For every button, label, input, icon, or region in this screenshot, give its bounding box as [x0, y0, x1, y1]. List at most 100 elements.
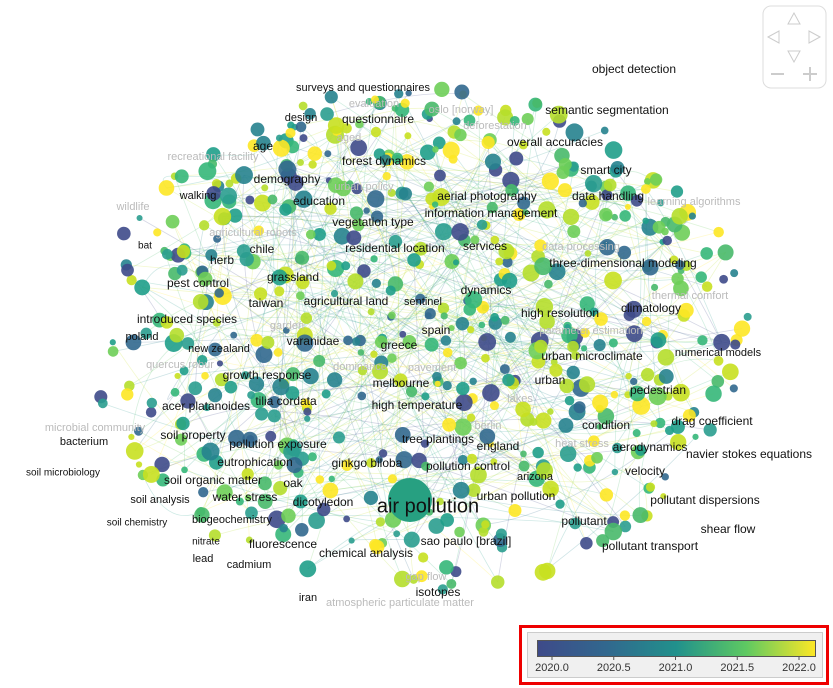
node — [375, 456, 383, 464]
node — [348, 537, 355, 544]
node — [393, 373, 408, 388]
node — [599, 207, 613, 222]
node — [596, 423, 603, 430]
node — [439, 560, 454, 575]
zoom-in[interactable] — [803, 67, 817, 81]
node-label: evaluation — [349, 98, 399, 110]
node — [321, 389, 331, 399]
node — [388, 234, 403, 249]
node — [567, 340, 579, 353]
pan-down[interactable] — [787, 50, 801, 64]
node — [697, 335, 708, 346]
pan-right[interactable] — [808, 30, 822, 44]
node — [455, 394, 473, 412]
node-label: chile — [250, 242, 275, 256]
node — [733, 320, 751, 337]
node — [692, 433, 699, 440]
node — [501, 272, 518, 289]
edge — [287, 423, 654, 447]
node — [214, 288, 224, 298]
edge — [586, 252, 726, 385]
node — [434, 169, 446, 182]
node — [743, 312, 752, 321]
node — [281, 508, 296, 524]
node — [469, 377, 477, 386]
node — [265, 430, 277, 442]
edge — [430, 313, 509, 381]
node — [682, 409, 696, 423]
node — [515, 401, 531, 418]
edge — [394, 108, 496, 324]
node — [442, 141, 460, 159]
node — [481, 353, 490, 363]
node — [452, 117, 461, 126]
node-label: spain — [422, 323, 451, 337]
node — [250, 333, 264, 347]
node — [520, 450, 527, 458]
node — [432, 371, 442, 382]
edge — [211, 130, 605, 256]
node — [256, 135, 271, 151]
navigation-control[interactable] — [762, 5, 827, 89]
node — [363, 490, 379, 505]
node — [341, 261, 351, 271]
edge — [602, 188, 647, 541]
edge — [141, 287, 452, 585]
node — [580, 345, 588, 352]
edge — [516, 158, 626, 217]
node — [719, 274, 729, 284]
node-label: questionnaire — [342, 112, 414, 126]
edge — [542, 436, 696, 573]
node — [330, 289, 339, 298]
node-label: pedestrian — [630, 383, 686, 397]
node-label: surveys and questionnaires — [296, 82, 430, 94]
node — [505, 331, 516, 343]
node — [275, 134, 283, 142]
node — [254, 194, 271, 212]
node — [245, 195, 255, 205]
edge — [319, 161, 494, 480]
node — [357, 365, 368, 376]
edge — [246, 166, 574, 260]
node — [175, 433, 188, 446]
node — [107, 346, 119, 357]
node — [608, 338, 618, 348]
node — [385, 285, 396, 296]
pan-up[interactable] — [787, 11, 801, 25]
node — [419, 144, 436, 160]
node — [654, 417, 666, 429]
node — [255, 407, 269, 421]
node — [505, 183, 518, 197]
node — [611, 442, 623, 454]
node-label: semantic segmentation — [545, 103, 668, 117]
node — [432, 136, 446, 150]
node — [611, 213, 618, 221]
node — [395, 451, 413, 469]
edge — [471, 371, 731, 460]
node — [370, 255, 378, 263]
node — [495, 528, 507, 540]
edge — [258, 230, 736, 345]
node — [299, 560, 317, 578]
node — [181, 337, 195, 350]
node — [648, 387, 667, 406]
edge — [436, 375, 629, 386]
node — [201, 372, 209, 380]
node — [695, 271, 707, 283]
node — [313, 228, 326, 241]
edge — [213, 192, 659, 341]
node — [522, 209, 529, 216]
node — [317, 502, 331, 517]
node — [578, 199, 587, 208]
node — [517, 196, 531, 210]
node — [495, 257, 504, 266]
node — [592, 394, 609, 411]
pan-left[interactable] — [766, 30, 780, 44]
edge — [599, 231, 666, 403]
edge — [445, 339, 659, 346]
node — [604, 141, 623, 159]
node — [142, 466, 160, 483]
edge — [461, 180, 512, 324]
node — [297, 159, 304, 166]
node-label: iran — [299, 592, 317, 604]
